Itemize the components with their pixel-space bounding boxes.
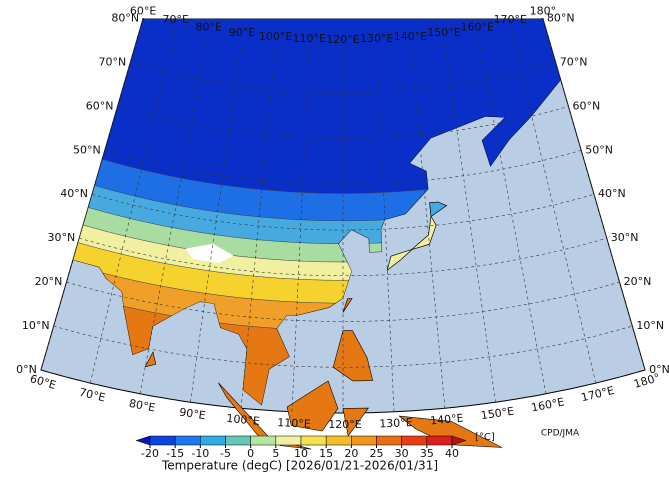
colorbar-segment	[402, 436, 427, 445]
lon-label: 130°E	[379, 416, 413, 431]
colorbar-segment	[427, 436, 452, 445]
colorbar-segment	[150, 436, 175, 445]
colorbar-arrow	[136, 436, 150, 445]
colorbar-segment	[200, 436, 225, 445]
lat-label: 60°N	[86, 99, 114, 112]
credit: CPD/JMA	[541, 429, 580, 439]
lon-label: 100°E	[259, 30, 292, 43]
colorbar-segment	[226, 436, 251, 445]
lon-label: 160°E	[461, 20, 494, 33]
lon-label: 120°E	[328, 418, 361, 431]
colorbar-segment	[377, 436, 402, 445]
lon-label: 170°E	[580, 384, 616, 404]
lon-label: 120°E	[326, 33, 359, 46]
colorbar-segment	[301, 436, 326, 445]
lon-label: 90°E	[229, 26, 255, 39]
lon-label: 150°E	[480, 405, 515, 423]
lat-label: 10°N	[22, 319, 50, 332]
lat-label: 30°N	[47, 231, 75, 244]
lon-label: 110°E	[293, 32, 326, 45]
colorbar-tick-label: -20	[141, 447, 159, 460]
lat-label: 20°N	[35, 275, 63, 288]
lon-label: 110°E	[277, 416, 311, 431]
lat-label: 10°N	[636, 319, 664, 332]
colorbar-segment	[326, 436, 351, 445]
lon-label: 140°E	[394, 30, 427, 43]
lon-label: 80°E	[195, 20, 221, 33]
lat-label: 70°N	[99, 55, 127, 68]
colorbar-segment	[276, 436, 301, 445]
colorbar-segment	[251, 436, 276, 445]
lat-label: 30°N	[611, 231, 639, 244]
lon-label: 80°E	[128, 397, 156, 415]
colorbar-title: Temperature (degC) [2026/01/21-2026/01/3…	[161, 459, 438, 473]
lon-label: 70°E	[162, 13, 188, 26]
lat-label: 60°N	[572, 99, 600, 112]
colorbar-segment	[351, 436, 376, 445]
lat-label: 40°N	[598, 187, 626, 200]
lon-label: 160°E	[530, 395, 565, 414]
lon-label: 130°E	[360, 32, 393, 45]
lat-label: 80°N	[111, 12, 139, 25]
lon-label: 70°E	[78, 386, 107, 405]
lon-label: 170°E	[494, 13, 527, 26]
lat-label: 80°N	[547, 12, 575, 25]
lon-label: 100°E	[226, 412, 261, 428]
lon-label: 90°E	[178, 406, 206, 423]
lat-label: 50°N	[585, 143, 613, 156]
colorbar-segment	[175, 436, 200, 445]
lat-label: 50°N	[73, 143, 101, 156]
lat-label: 40°N	[60, 187, 88, 200]
colorbar-tick-label: 40	[445, 447, 459, 460]
lat-label: 0°N	[16, 363, 37, 376]
unit-label: [°C]	[475, 432, 495, 443]
lat-label: 70°N	[560, 55, 588, 68]
lat-label: 0°N	[649, 363, 669, 376]
lon-label: 150°E	[427, 26, 460, 39]
lat-label: 20°N	[624, 275, 652, 288]
